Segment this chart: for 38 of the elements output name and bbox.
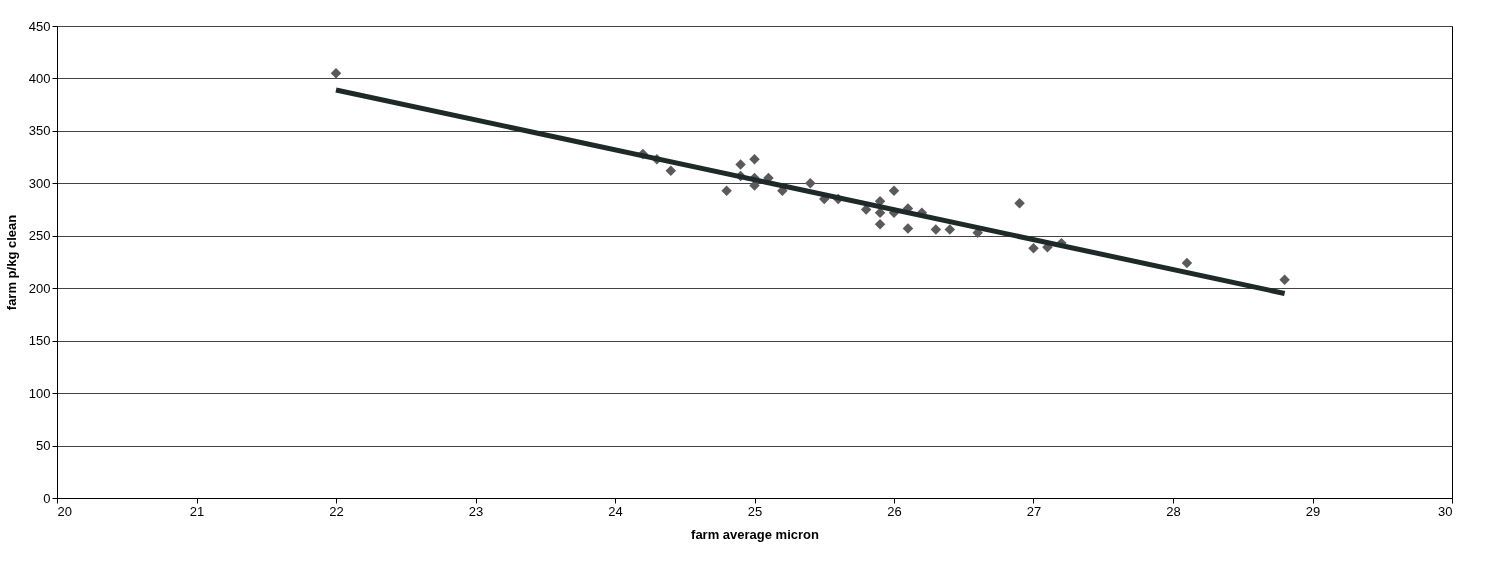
point (1279, 274, 1290, 286)
point (944, 224, 956, 235)
y-tick-label: 100 (28, 385, 51, 401)
y-tick-label: 250 (28, 228, 51, 244)
y-tick-label: 450 (28, 18, 51, 34)
x-tick-label: 21 (189, 503, 205, 519)
y-tick-label: 200 (28, 280, 51, 296)
y-tick-label: 150 (28, 333, 51, 349)
x-tick-label: 27 (1026, 503, 1042, 519)
x-axis-title: farm average micron (691, 526, 819, 542)
point (805, 178, 816, 189)
x-tick-label: 22 (329, 503, 344, 519)
x-tick-label: 29 (1305, 503, 1321, 519)
y-axis-title: farm p/kg clean (3, 214, 19, 311)
x-tick-label: 20 (57, 503, 72, 519)
x-tick-label: 23 (468, 503, 484, 519)
x-tick-label: 30 (1438, 503, 1453, 519)
point (721, 185, 732, 196)
point (888, 185, 900, 196)
point (902, 223, 914, 234)
point (1028, 243, 1039, 254)
point (874, 219, 886, 230)
point (930, 224, 942, 235)
x-tick-label: 25 (747, 503, 763, 519)
x-tick-label: 28 (1166, 503, 1181, 519)
x-tick-label: 26 (887, 503, 902, 519)
y-tick-label: 50 (36, 438, 51, 454)
y-tick-label: 300 (28, 175, 51, 191)
y-tick-label: 350 (28, 123, 51, 139)
point (1181, 257, 1193, 269)
y-tick-label: 400 (28, 70, 51, 86)
x-tick-label: 24 (608, 503, 623, 519)
point (1014, 198, 1025, 209)
point (735, 159, 746, 170)
y-tick-label: 0 (43, 490, 51, 506)
point (749, 153, 760, 165)
point (665, 165, 677, 176)
point (330, 67, 342, 79)
